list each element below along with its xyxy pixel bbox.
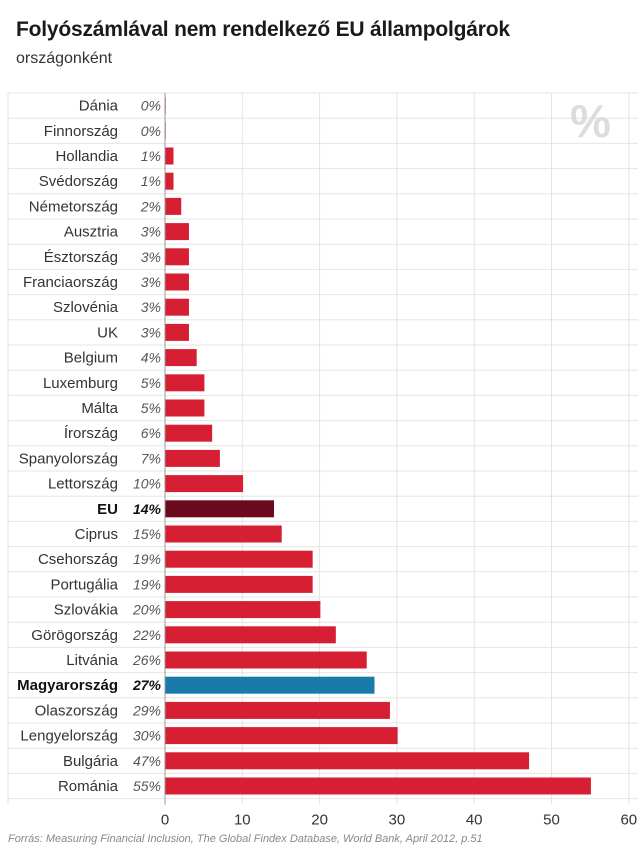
value-label: 19% — [133, 551, 161, 567]
source-note: Forrás: Measuring Financial Inclusion, T… — [8, 833, 483, 845]
bar-luxemburg — [165, 374, 205, 392]
value-label: 4% — [141, 350, 161, 366]
category-label: EU — [97, 501, 118, 518]
bar-észtország — [165, 248, 189, 266]
value-label: 3% — [141, 249, 161, 265]
bar-lettország — [165, 475, 244, 493]
category-label: Észtország — [44, 249, 118, 266]
value-label: 5% — [141, 400, 161, 416]
bar-lengyelország — [165, 727, 398, 745]
category-label: Lettország — [48, 476, 118, 493]
bar-eu — [165, 500, 274, 518]
x-tick-label: 10 — [234, 812, 251, 829]
x-tick-label: 50 — [543, 812, 560, 829]
bar-görögország — [165, 626, 336, 644]
category-label: Portugália — [50, 576, 118, 593]
bar-írország — [165, 424, 213, 442]
value-label: 19% — [133, 576, 161, 592]
category-label: Hollandia — [55, 148, 118, 165]
value-label: 15% — [133, 526, 161, 542]
bar-franciaország — [165, 273, 189, 291]
value-label: 22% — [132, 627, 161, 643]
bar-bulgária — [165, 752, 530, 770]
category-label: Luxemburg — [43, 375, 118, 392]
value-label: 0% — [141, 123, 161, 139]
bar-ausztria — [165, 223, 189, 241]
category-label: Ausztria — [64, 224, 119, 241]
value-label: 20% — [132, 602, 161, 618]
value-label: 14% — [133, 501, 162, 517]
bar-uk — [165, 323, 189, 341]
x-tick-label: 40 — [466, 812, 483, 829]
value-label: 10% — [133, 476, 161, 492]
bar-chart: % Dánia 0% Finnország 0% Hollandia 1% Svédorszá… — [7, 92, 638, 829]
category-label: Szlovénia — [53, 299, 119, 316]
bar-belgium — [165, 349, 197, 367]
category-label: Bulgária — [63, 753, 119, 770]
bar-litvánia — [165, 651, 367, 669]
category-label: Litvánia — [66, 652, 118, 669]
x-tick-label: 0 — [161, 812, 169, 829]
category-label: Spanyolország — [19, 450, 118, 467]
value-label: 5% — [141, 375, 161, 391]
bar-szlovénia — [165, 298, 189, 316]
category-label: Lengyelország — [20, 728, 118, 745]
bar-olaszország — [165, 701, 390, 719]
value-label: 0% — [141, 98, 161, 114]
value-label: 26% — [132, 652, 161, 668]
value-label: 29% — [132, 702, 161, 718]
bar-svédország — [165, 172, 174, 190]
value-label: 3% — [141, 324, 161, 340]
bar-spanyolország — [165, 449, 220, 467]
value-label: 27% — [132, 677, 162, 693]
bar-csehország — [165, 550, 313, 568]
bar-németország — [165, 197, 182, 215]
category-label: Magyarország — [17, 677, 118, 694]
value-label: 3% — [141, 274, 161, 290]
value-label: 30% — [133, 728, 161, 744]
category-label: Olaszország — [35, 702, 118, 719]
category-label: Németország — [29, 198, 118, 215]
value-label: 55% — [133, 778, 161, 794]
bar-hollandia — [165, 147, 174, 165]
category-label: Csehország — [38, 551, 118, 568]
bar-románia — [165, 777, 591, 795]
value-label: 3% — [141, 299, 161, 315]
value-label: 7% — [141, 450, 161, 466]
x-tick-label: 30 — [389, 812, 406, 829]
value-label: 47% — [133, 753, 161, 769]
category-label: Írország — [64, 425, 118, 442]
bar-málta — [165, 399, 205, 417]
category-label: Szlovákia — [54, 602, 119, 619]
bar-magyarország — [165, 676, 375, 694]
category-label: Dánia — [79, 98, 119, 115]
category-label: Románia — [58, 778, 119, 795]
unit-mark: % — [570, 95, 611, 147]
category-label: Franciaország — [23, 274, 118, 291]
value-label: 6% — [141, 425, 161, 441]
value-label: 1% — [141, 173, 161, 189]
category-label: Svédország — [39, 173, 118, 190]
category-label: Ciprus — [75, 526, 118, 543]
category-label: Málta — [81, 400, 118, 417]
category-label: Belgium — [64, 350, 118, 367]
category-label: Görögország — [31, 627, 118, 644]
x-tick-label: 60 — [620, 812, 637, 829]
chart-title: Folyószámlával nem rendelkező EU állampo… — [16, 18, 510, 41]
bar-ciprus — [165, 525, 282, 543]
value-label: 3% — [141, 224, 161, 240]
category-label: UK — [97, 324, 118, 341]
x-tick-label: 20 — [311, 812, 328, 829]
value-label: 2% — [140, 198, 161, 214]
category-label: Finnország — [44, 123, 118, 140]
bar-portugália — [165, 575, 313, 593]
bar-szlovákia — [165, 601, 321, 619]
value-label: 1% — [141, 148, 161, 164]
chart-subtitle: országonként — [16, 50, 113, 67]
